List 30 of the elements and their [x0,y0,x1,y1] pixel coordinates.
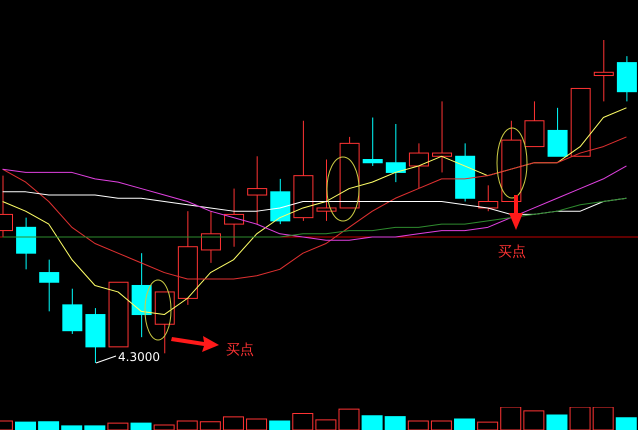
bar [84,425,106,430]
bar [269,420,290,430]
bar [38,421,60,430]
bar [362,415,383,430]
candlestick [247,156,268,225]
bar [616,417,637,430]
candlestick [386,123,406,183]
candlestick [16,217,36,270]
candlestick [293,120,314,222]
candlestick [594,40,614,102]
bar [61,425,82,430]
annotation: 买点 [226,342,254,358]
annotation: 4.3000 [118,350,160,364]
candlestick [316,159,336,222]
candlestick [432,100,452,173]
bar [384,416,406,430]
candlestick [178,210,198,306]
bar [454,418,476,430]
candlestick [408,142,429,190]
annotation: 买点 [498,244,526,260]
candlestick [200,210,221,264]
bar [130,422,152,430]
candlestick [616,56,637,102]
candlestick [132,252,152,338]
candlestick [39,259,60,312]
bar [14,422,36,430]
bar [546,414,568,430]
candlestick [362,117,383,166]
candlestick [62,288,82,334]
candlestick [85,308,106,363]
